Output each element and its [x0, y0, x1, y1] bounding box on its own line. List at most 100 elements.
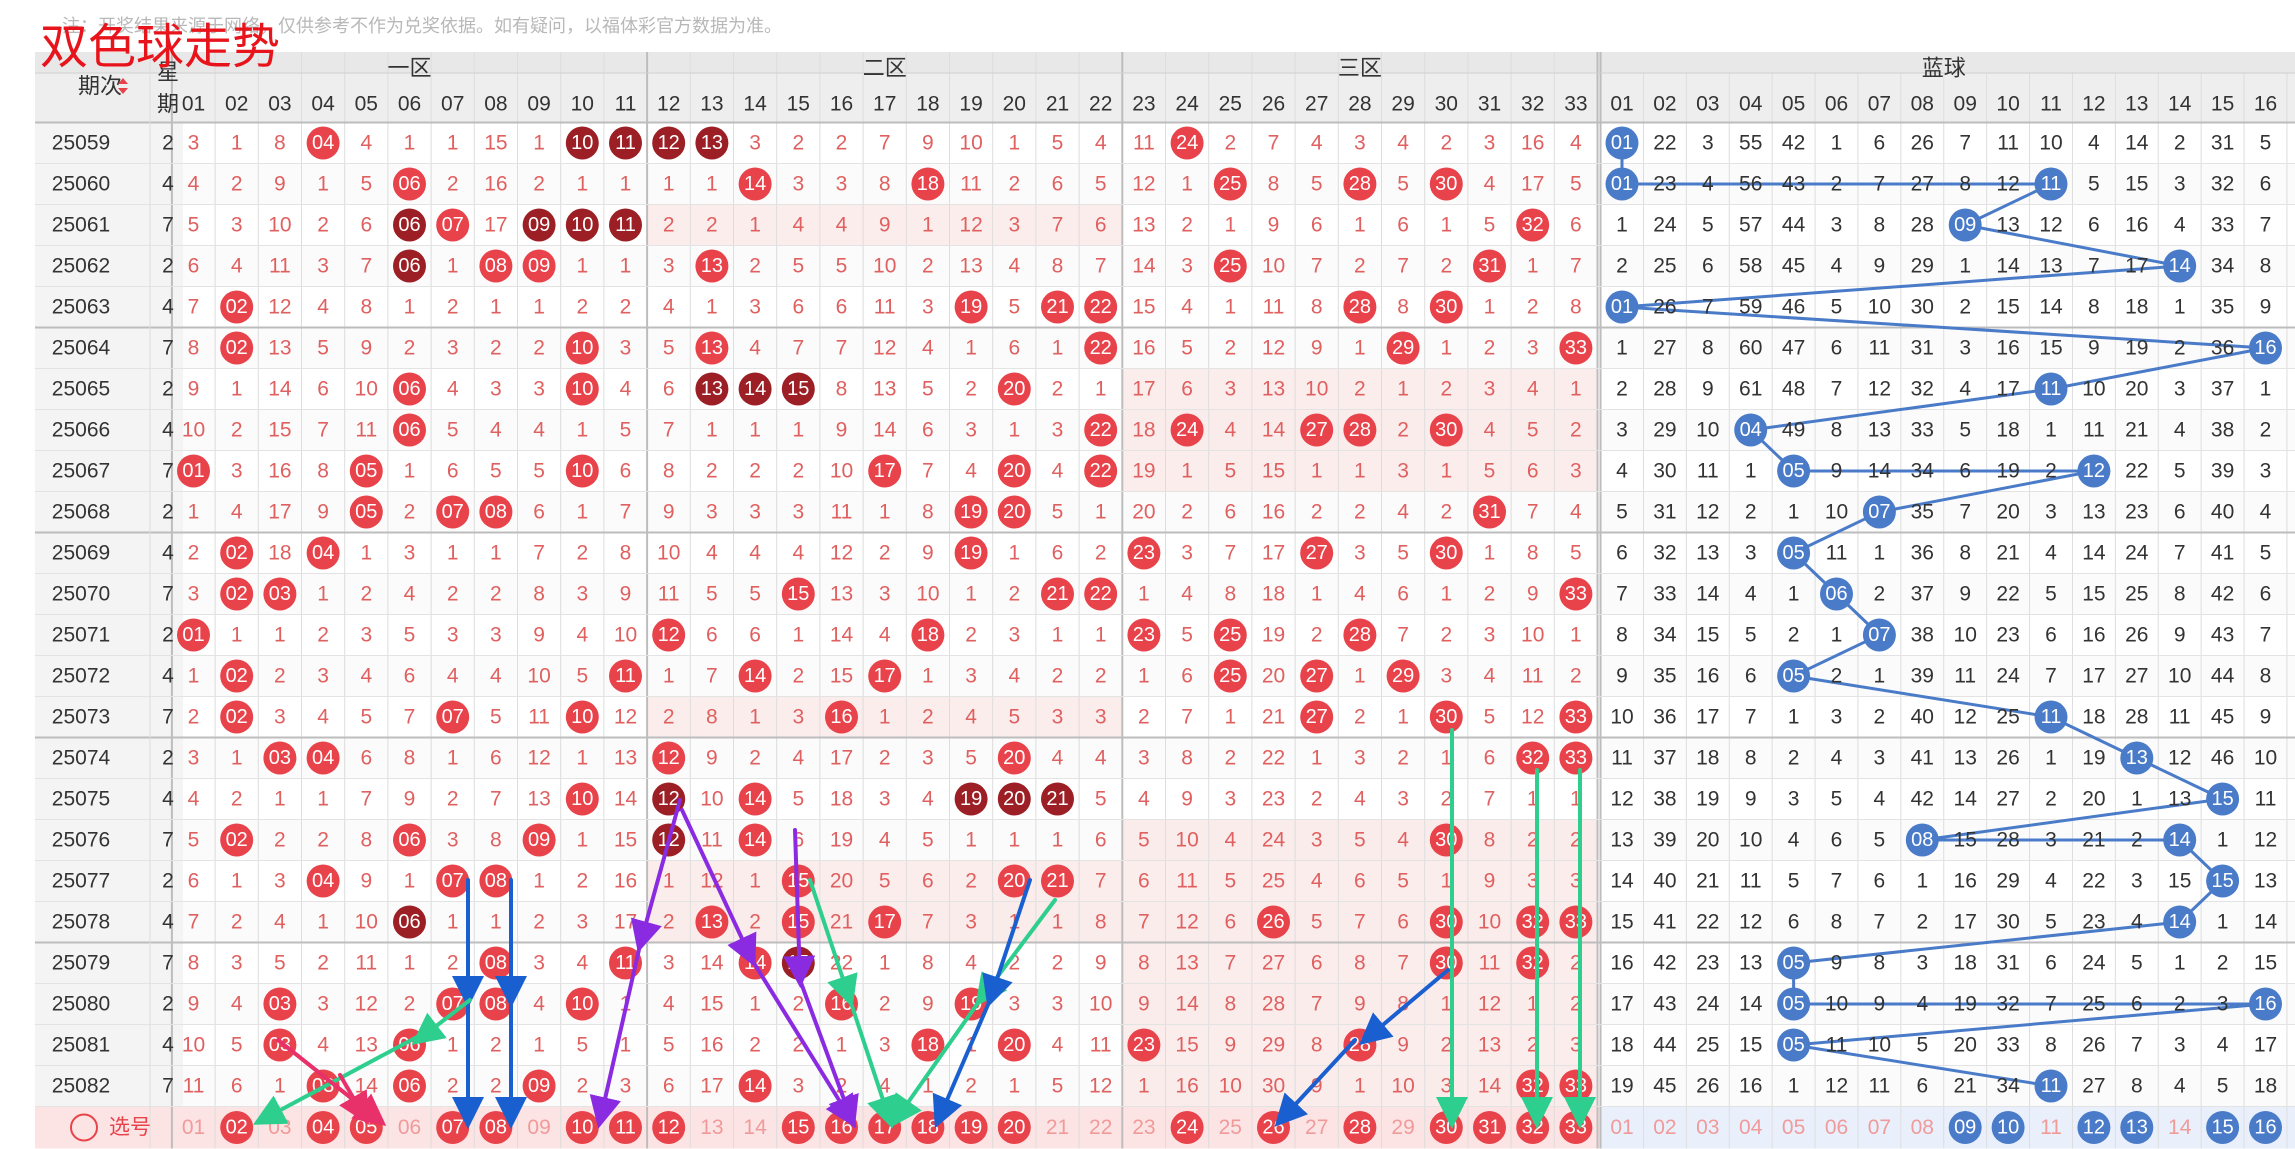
- selector-red-ball-selected[interactable]: [1170, 1111, 1204, 1144]
- red-column-header[interactable]: 08: [484, 93, 507, 116]
- blue-column-header[interactable]: 11: [2040, 93, 2062, 116]
- red-ball[interactable]: [695, 126, 729, 160]
- selector-red-number[interactable]: 14: [743, 1116, 767, 1139]
- blue-ball[interactable]: [2034, 700, 2068, 734]
- selector-blue-ball-selected[interactable]: [2249, 1111, 2282, 1144]
- blue-column-header[interactable]: 06: [1825, 93, 1848, 116]
- blue-ball[interactable]: [1605, 126, 1639, 160]
- red-ball[interactable]: [393, 413, 426, 447]
- red-column-header[interactable]: 01: [182, 93, 205, 116]
- red-ball[interactable]: [565, 454, 599, 488]
- red-ball[interactable]: [738, 782, 772, 816]
- selector-red-number[interactable]: 03: [268, 1116, 291, 1139]
- selector-red-number[interactable]: 16: [830, 1117, 852, 1139]
- red-ball[interactable]: [954, 290, 988, 324]
- blue-column-header[interactable]: 12: [2082, 93, 2105, 116]
- red-ball[interactable]: [436, 864, 470, 898]
- red-ball[interactable]: [393, 372, 426, 406]
- blue-ball[interactable]: [2249, 331, 2282, 365]
- red-column-header[interactable]: 28: [1348, 93, 1371, 116]
- selector-red-number[interactable]: 26: [1262, 1117, 1284, 1139]
- red-ball[interactable]: [1343, 413, 1377, 447]
- blue-column-header[interactable]: 02: [1653, 93, 1676, 116]
- blue-column-header[interactable]: 13: [2125, 93, 2148, 116]
- red-column-header[interactable]: 29: [1391, 93, 1414, 116]
- red-column-header[interactable]: 13: [700, 93, 723, 116]
- selector-blue-ball-selected[interactable]: [2077, 1111, 2111, 1144]
- red-ball[interactable]: [1516, 905, 1550, 939]
- red-ball[interactable]: [177, 454, 210, 488]
- red-column-header[interactable]: 16: [830, 93, 853, 116]
- red-ball[interactable]: [1041, 864, 1074, 898]
- selector-blue-number[interactable]: 06: [1825, 1116, 1848, 1139]
- red-ball[interactable]: [1429, 700, 1463, 734]
- red-ball[interactable]: [220, 577, 254, 611]
- red-ball[interactable]: [1429, 290, 1463, 324]
- red-column-header[interactable]: 27: [1305, 93, 1328, 116]
- red-ball[interactable]: [1213, 659, 1247, 693]
- red-ball[interactable]: [609, 208, 642, 242]
- red-ball[interactable]: [306, 741, 340, 775]
- selector-red-number[interactable]: 02: [226, 1117, 248, 1139]
- blue-ball[interactable]: [1777, 1028, 1811, 1062]
- blue-column-header[interactable]: 10: [1996, 93, 2019, 116]
- selector-red-number[interactable]: 22: [1089, 1116, 1112, 1139]
- red-ball[interactable]: [565, 782, 599, 816]
- red-column-header[interactable]: 18: [916, 93, 939, 116]
- selector-blue-number[interactable]: 14: [2168, 1116, 2192, 1139]
- selector-red-number[interactable]: 17: [874, 1117, 896, 1139]
- selector-red-number[interactable]: 19: [960, 1117, 982, 1139]
- red-ball[interactable]: [436, 495, 470, 529]
- selector-red-number[interactable]: 01: [182, 1116, 205, 1139]
- selector-blue-number[interactable]: 11: [2040, 1116, 2062, 1139]
- red-ball[interactable]: [479, 946, 513, 980]
- red-ball[interactable]: [997, 782, 1031, 816]
- period-column-header[interactable]: 期次: [78, 74, 122, 99]
- red-column-header[interactable]: 06: [398, 93, 421, 116]
- selector-red-number[interactable]: 21: [1046, 1116, 1069, 1139]
- selector-red-number[interactable]: 09: [527, 1116, 550, 1139]
- red-ball[interactable]: [1084, 454, 1118, 488]
- red-ball[interactable]: [1559, 905, 1593, 939]
- red-ball[interactable]: [1559, 577, 1593, 611]
- selector-blue-ball-selected[interactable]: [2120, 1111, 2154, 1144]
- red-ball[interactable]: [220, 659, 254, 693]
- blue-ball[interactable]: [2120, 741, 2154, 775]
- red-column-header[interactable]: 22: [1089, 93, 1112, 116]
- red-ball[interactable]: [220, 331, 254, 365]
- red-ball[interactable]: [393, 208, 426, 242]
- red-ball[interactable]: [479, 864, 513, 898]
- red-ball[interactable]: [565, 208, 599, 242]
- red-ball[interactable]: [436, 700, 470, 734]
- selector-red-number[interactable]: 20: [1003, 1117, 1025, 1139]
- selector-red-number[interactable]: 28: [1349, 1117, 1371, 1139]
- red-ball[interactable]: [393, 249, 426, 283]
- selector-blue-number[interactable]: 05: [1782, 1116, 1805, 1139]
- red-column-header[interactable]: 23: [1132, 93, 1155, 116]
- selector-red-number[interactable]: 30: [1435, 1117, 1457, 1139]
- selector-blue-number[interactable]: 02: [1653, 1116, 1676, 1139]
- red-ball[interactable]: [609, 126, 642, 160]
- selector-red-number[interactable]: 25: [1219, 1116, 1242, 1139]
- red-column-header[interactable]: 30: [1435, 93, 1458, 116]
- blue-ball[interactable]: [2034, 372, 2068, 406]
- blue-column-header[interactable]: 07: [1868, 93, 1891, 116]
- red-column-header[interactable]: 10: [571, 93, 594, 116]
- blue-ball[interactable]: [2034, 1069, 2068, 1103]
- red-column-header[interactable]: 33: [1564, 93, 1587, 116]
- selector-blue-number[interactable]: 03: [1696, 1116, 1719, 1139]
- red-ball[interactable]: [1429, 536, 1463, 570]
- blue-ball[interactable]: [2163, 249, 2197, 283]
- blue-ball[interactable]: [1605, 290, 1639, 324]
- red-ball[interactable]: [1127, 1028, 1161, 1062]
- red-ball[interactable]: [1473, 495, 1506, 529]
- blue-ball[interactable]: [1605, 167, 1639, 201]
- red-ball[interactable]: [1516, 1069, 1550, 1103]
- red-ball[interactable]: [1343, 167, 1377, 201]
- red-ball[interactable]: [565, 372, 599, 406]
- red-column-header[interactable]: 04: [311, 93, 335, 116]
- red-ball[interactable]: [479, 249, 513, 283]
- red-column-header[interactable]: 09: [527, 93, 550, 116]
- red-ball[interactable]: [177, 618, 210, 652]
